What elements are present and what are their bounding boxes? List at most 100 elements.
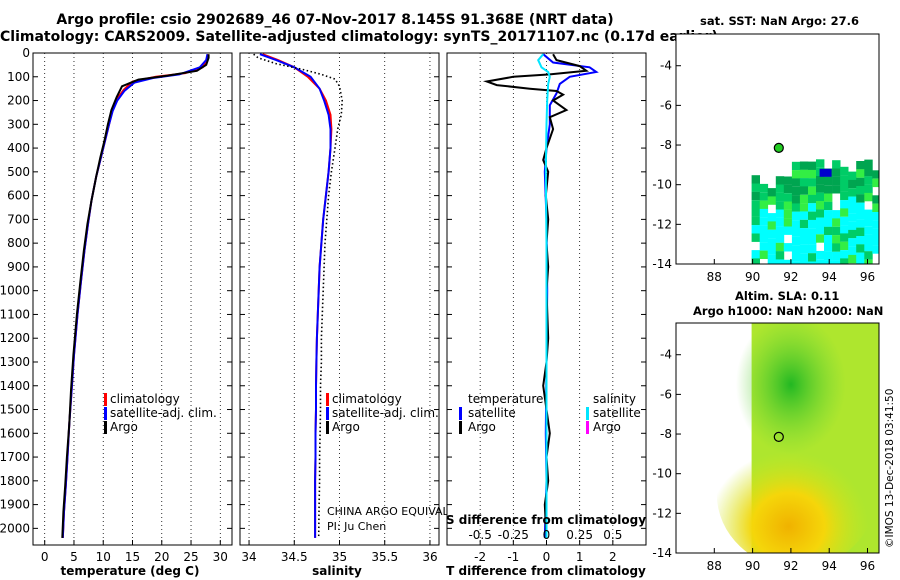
sst-map-cell: [759, 208, 769, 218]
legend-title-salinity: salinity: [593, 392, 636, 406]
sst-map-cell: [751, 208, 760, 217]
x-tick-label: 20: [154, 550, 169, 564]
s-diff-tick-label: 0.5: [603, 528, 622, 542]
sst-map-cell: [832, 176, 841, 186]
sst-map-cell: [856, 161, 865, 170]
latitude-tick-label: -8: [660, 427, 672, 441]
depth-tick-label: 1100: [0, 307, 30, 321]
sst-map-cell: [775, 201, 785, 210]
longitude-tick-label: 94: [822, 270, 837, 284]
sst-map-cell: [799, 169, 809, 179]
sst-map-cell: [808, 253, 817, 262]
difference-series: [482, 53, 599, 538]
sst-map-cell: [775, 259, 785, 264]
longitude-tick-label: 88: [707, 559, 722, 573]
temperature-panel: 0100200300400500600700800900100011001200…: [0, 46, 233, 578]
depth-tick-label: 200: [7, 94, 30, 108]
sst-map-cell: [856, 236, 865, 245]
sst-map-cell: [751, 183, 760, 192]
sst-map-cell: [783, 201, 793, 210]
legend-swatch-sal-satellite: [586, 407, 589, 420]
legend-swatch-climatology: [104, 393, 107, 406]
sst-map-cell: [799, 161, 809, 170]
sst-map-cell: [824, 260, 833, 264]
sst-map-cell: [760, 267, 768, 275]
sst-map-cell: [799, 203, 809, 212]
credit-line1: CHINA ARGO EQUIVALENT: [327, 505, 471, 518]
sst-map-cell: [816, 184, 825, 193]
difference-legend: temperature satellite Argo salinity sate…: [459, 392, 641, 434]
sst-map-cell: [751, 225, 760, 234]
sst-map-cell: [751, 258, 760, 264]
temperature-x-label: temperature (deg C): [61, 564, 200, 578]
sst-map-cell: [799, 236, 809, 245]
latitude-tick-label: -10: [652, 467, 672, 481]
sst-map-cell: [819, 168, 832, 177]
sst-map-cell: [824, 218, 833, 227]
depth-tick-label: 900: [7, 260, 30, 274]
sst-map-cell: [872, 178, 879, 188]
sst-map-cell: [840, 208, 849, 217]
sst-map-cell: [767, 221, 777, 230]
sst-map-cell: [783, 226, 793, 235]
sst-map-cell: [799, 261, 809, 264]
longitude-tick-label: 96: [860, 559, 875, 573]
x-tick-label: 0: [543, 550, 551, 564]
x-tick-label: 35.5: [371, 550, 398, 564]
difference-x-label: T difference from climatology: [446, 564, 646, 578]
sst-map-cell: [824, 235, 833, 244]
sst-map-cell: [816, 176, 825, 185]
latitude-tick-label: -4: [660, 348, 672, 362]
latitude-tick-label: -4: [660, 59, 672, 73]
sst-map-cell: [808, 219, 817, 229]
sst-map-cell: [816, 234, 825, 243]
legend-label-satellite: satellite-adj. clim.: [110, 406, 217, 420]
sst-map-cell: [816, 217, 825, 226]
sst-map-cell: [751, 233, 760, 242]
latitude-tick-label: -8: [660, 138, 672, 152]
x-tick-label: 35: [332, 550, 347, 564]
sst-map-cell: [872, 220, 879, 229]
legend-label-satellite: satellite-adj. clim.: [332, 406, 439, 420]
legend-label-climatology: climatology: [332, 392, 402, 406]
sst-map-cell: [864, 192, 873, 202]
sst-map-cell: [775, 242, 785, 252]
temperature-x-ticks: 0 5 10 15 20 25 30: [41, 540, 228, 564]
sst-map-cell: [816, 250, 825, 260]
depth-tick-label: 0: [22, 46, 30, 60]
sst-map-cell: [856, 219, 865, 228]
salinity-legend: climatology satellite-adj. clim. Argo: [326, 392, 439, 434]
x-tick-label: 34: [241, 550, 256, 564]
x-tick-label: 10: [96, 550, 111, 564]
salinity-x-label: salinity: [312, 564, 362, 578]
sst-map-cell: [767, 196, 777, 205]
sst-map-cell: [808, 161, 817, 170]
sst-map-cell: [799, 228, 809, 237]
sst-map-cell: [808, 244, 817, 254]
sst-map-cell: [808, 228, 817, 237]
depth-tick-label: 1800: [0, 474, 30, 488]
difference-panel: -2 -1 0 1 2 T difference from climatology S …: [446, 52, 647, 578]
sst-map-cell: [816, 159, 825, 168]
sst-map-cell: [824, 201, 833, 211]
x-tick-label: 0: [41, 550, 49, 564]
legend-swatch-temp-argo: [459, 421, 462, 434]
legend-label-temp-satellite: satellite: [468, 406, 516, 420]
sst-map-cell: [751, 216, 760, 226]
depth-tick-label: 1900: [0, 498, 30, 512]
sst-map-cell: [783, 184, 793, 194]
sst-map-cell: [864, 159, 873, 168]
sst-map-cell: [824, 243, 833, 252]
chart-title-line2: Climatology: CARS2009. Satellite-adjuste…: [0, 29, 718, 45]
sst-map-cell: [791, 261, 801, 264]
depth-tick-label: 300: [7, 117, 30, 131]
sst-map-cell: [848, 204, 857, 214]
sst-map-cell: [832, 226, 841, 236]
sst-map-cell: [848, 229, 857, 239]
sst-map-cell: [783, 176, 793, 185]
latitude-tick-label: -6: [660, 98, 672, 112]
longitude-tick-label: 94: [822, 559, 837, 573]
series-line-satellite-adj-clim-: [259, 53, 332, 538]
sst-map-cell: [864, 168, 873, 177]
sst-map-cell: [872, 212, 879, 221]
